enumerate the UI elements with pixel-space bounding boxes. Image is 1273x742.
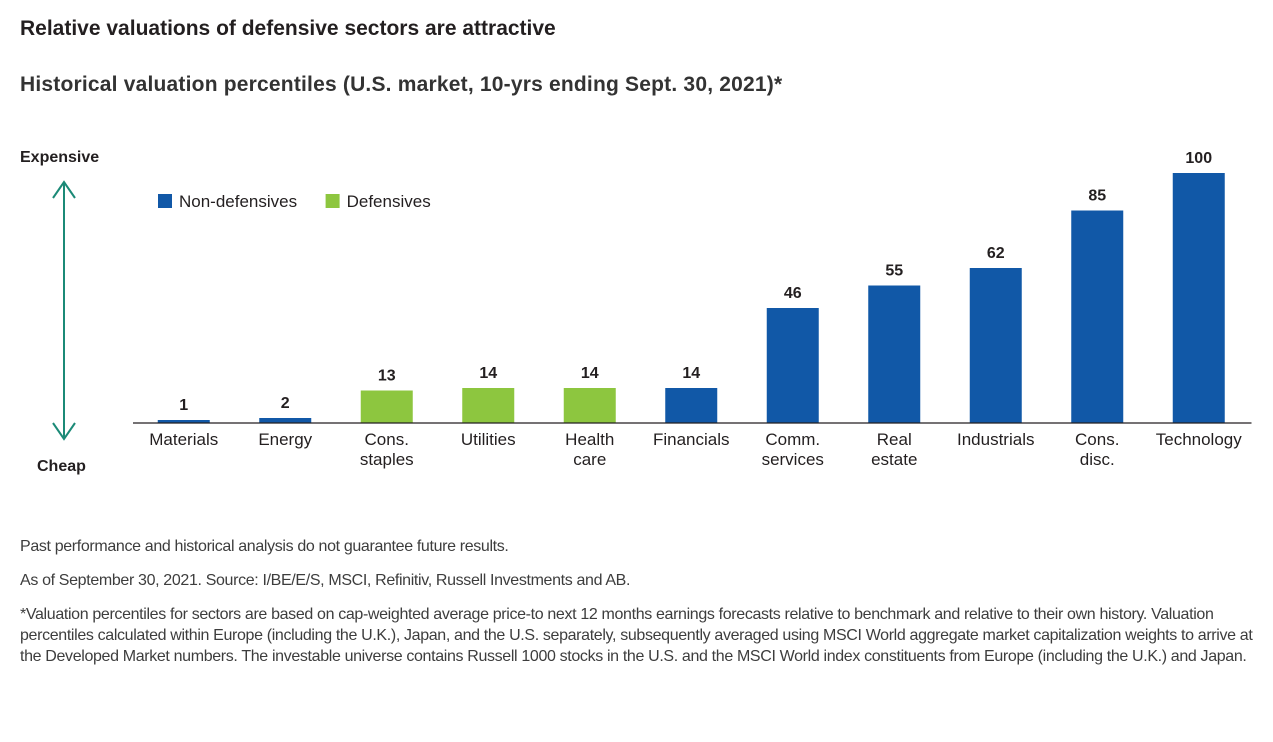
bar xyxy=(157,420,210,423)
x-tick-label: Cons. xyxy=(1075,430,1119,449)
bar xyxy=(766,308,819,423)
chart-title: Relative valuations of defensive sectors… xyxy=(20,17,556,40)
bar xyxy=(969,268,1022,423)
data-label: 46 xyxy=(784,285,802,302)
x-tick-label: Industrials xyxy=(957,430,1034,449)
x-tick-label: estate xyxy=(871,450,917,469)
bar xyxy=(868,285,921,423)
x-tick-label: Materials xyxy=(149,430,218,449)
data-label: 14 xyxy=(581,365,599,382)
data-label: 1 xyxy=(179,397,188,414)
expensive-label: Expensive xyxy=(20,149,100,166)
footnote-disclaimer: Past performance and historical analysis… xyxy=(20,538,509,555)
scale-arrow-up-head xyxy=(52,180,76,199)
bar xyxy=(360,390,413,423)
x-tick-label: Health xyxy=(565,430,614,449)
bar-chart: Non-defensives Defensives 1 Materials 2 Energ… xyxy=(52,150,1252,469)
bar xyxy=(1071,210,1124,423)
bar xyxy=(462,388,515,423)
cheap-label: Cheap xyxy=(37,458,86,475)
footnote-methodology: *Valuation percentiles for sectors are b… xyxy=(20,606,1253,665)
data-label: 55 xyxy=(885,263,903,280)
data-label: 13 xyxy=(378,368,396,385)
x-tick-label: care xyxy=(573,450,606,469)
x-tick-label: Energy xyxy=(258,430,312,449)
x-tick-label: disc. xyxy=(1080,450,1115,469)
chart-subtitle: Historical valuation percentiles (U.S. m… xyxy=(20,73,783,96)
legend-label-0: Non-defensives xyxy=(179,192,297,211)
legend-swatch-1 xyxy=(325,194,340,208)
x-tick-label: Real xyxy=(877,430,912,449)
bar xyxy=(259,418,312,423)
footnotes: Past performance and historical analysis… xyxy=(20,536,1260,680)
x-tick-label: Technology xyxy=(1156,430,1243,449)
legend-label-1: Defensives xyxy=(347,192,431,211)
data-label: 2 xyxy=(281,395,290,412)
x-tick-label: Financials xyxy=(653,430,730,449)
bar xyxy=(665,388,718,423)
data-label: 14 xyxy=(682,365,700,382)
x-tick-label: Comm. xyxy=(765,430,820,449)
data-label: 14 xyxy=(479,365,497,382)
x-tick-label: Cons. xyxy=(365,430,409,449)
x-tick-label: services xyxy=(762,450,824,469)
data-label: 85 xyxy=(1088,188,1106,205)
x-tick-label: Utilities xyxy=(461,430,516,449)
x-tick-label: staples xyxy=(360,450,414,469)
bar xyxy=(563,388,616,423)
footnote-source: As of September 30, 2021. Source: I/BE/E… xyxy=(20,572,631,589)
scale-arrow-down-head xyxy=(52,422,76,441)
data-label: 62 xyxy=(987,245,1005,262)
data-label: 100 xyxy=(1185,150,1212,167)
bar xyxy=(1172,173,1225,423)
legend-swatch-0 xyxy=(158,194,172,208)
